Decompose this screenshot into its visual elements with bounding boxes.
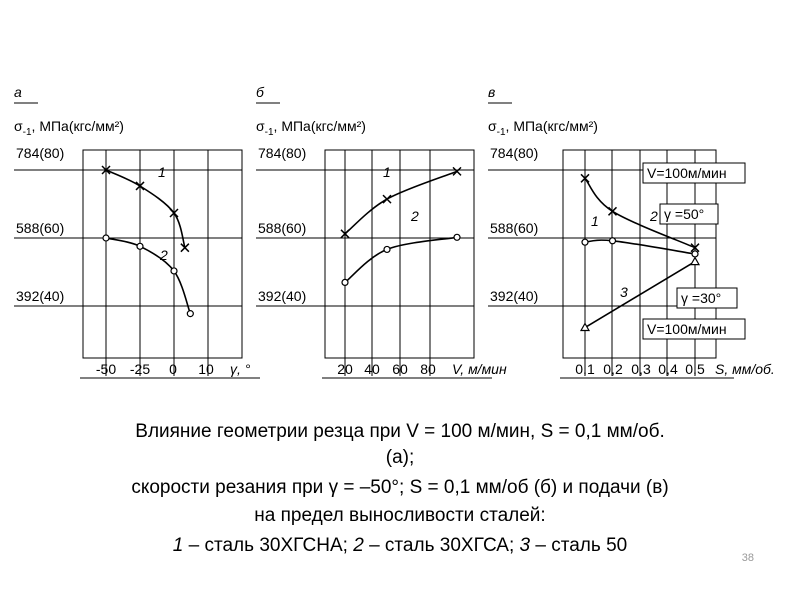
panel-a-ytick-0: 784(80) (16, 145, 64, 161)
panel-v-ytick-0: 784(80) (490, 145, 538, 161)
panel-a-series-1-point-3 (180, 243, 190, 253)
panel-v-xlabel: S, мм/об. (715, 361, 775, 377)
panel-a-ylabel: σ-1, МПа(кгс/мм²) (14, 118, 124, 138)
panel-v-annotation-2: γ =30° (681, 290, 721, 306)
panel-v-ytick-1: 588(60) (490, 220, 538, 236)
panel-b-ytick-2: 392(40) (258, 288, 306, 304)
panel-v-series-2-point-0 (581, 238, 589, 246)
panel-v-series-1-label: 1 (591, 213, 599, 229)
panel-b-ytick-0: 784(80) (258, 145, 306, 161)
panel-b-xtick-0: 20 (337, 361, 353, 377)
panel-a-xtick-2: 0 (169, 361, 177, 377)
panel-b-series-1-point-1 (382, 194, 392, 204)
panel-v-series-3-point-0 (579, 322, 591, 332)
panel-a-series-1-point-0 (101, 165, 111, 175)
panel-v-xtick-4: 0,5 (685, 361, 705, 377)
panel-a-series-2-line (105, 237, 192, 314)
panel-v-series-3-point-1 (689, 256, 701, 266)
panel-a-series-1-point-1 (135, 181, 145, 191)
caption-steel-1-text: – сталь 30ХГСНА; (183, 535, 354, 556)
panel-v-annotation-3: V=100м/мин (647, 321, 727, 337)
panel-a-series-2-point-2 (170, 267, 178, 275)
panel-v-xtick-1: 0,2 (603, 361, 623, 377)
panel-b-series-1-label: 1 (383, 164, 391, 180)
panel-b-series-1-point-2 (452, 166, 462, 176)
panel-v-annotation-box-0 (642, 162, 746, 184)
caption-steel-3-text: – сталь 50 (530, 535, 628, 556)
panel-b-series-1-line (344, 170, 458, 235)
panel-v-series-3-label: 3 (620, 284, 628, 300)
caption-line-5: 1 – сталь 30ХГСНА; 2 – сталь 30ХГСА; 3 –… (0, 534, 800, 557)
panel-v-series-2-label: 2 (649, 208, 658, 224)
panel-v-series-1-point-2 (690, 243, 700, 253)
panel-b-series-2-line (344, 236, 458, 284)
panel-b-ylabel: σ-1, МПа(кгс/мм²) (256, 118, 366, 138)
panel-b-xtick-3: 80 (420, 361, 436, 377)
panel-v-annotation-0: V=100м/мин (647, 165, 727, 181)
caption-line-2: (а); (385, 447, 415, 468)
panel-v-series-2-point-1 (608, 237, 617, 245)
panel-b-xtick-1: 40 (364, 361, 380, 377)
panel-v-annotation-1: γ =50° (664, 206, 704, 222)
panel-a-series-2-label: 2 (159, 247, 168, 263)
panel-v-series-1-point-0 (580, 173, 590, 183)
panel-v-xtick-2: 0,3 (631, 361, 651, 377)
panel-a-series-2-point-1 (136, 242, 144, 250)
panel-v-ylabel: σ-1, МПа(кгс/мм²) (488, 118, 598, 138)
panel-b-xtick-2: 60 (392, 361, 408, 377)
panel-a-ytick-2: 392(40) (16, 288, 64, 304)
panel-v-annotation-box-2 (676, 287, 738, 309)
caption-steel-3-number: 3 (519, 535, 531, 556)
panel-a-series-1-label: 1 (158, 164, 166, 180)
panel-v-xtick-3: 0,4 (658, 361, 678, 377)
panel-a-series-1-line (105, 169, 186, 248)
panel-v-annotation-box-1 (659, 203, 719, 225)
caption-steel-2-text: – сталь 30ХГСА; (363, 535, 520, 556)
panel-b-series-1-point-0 (340, 229, 350, 239)
panel-v-annotation-box-3 (642, 318, 746, 340)
panel-a-xlabel: γ, ° (230, 361, 251, 377)
panel-b-xlabel: V, м/мин (452, 361, 507, 377)
page-number: 38 (741, 552, 754, 564)
panel-a-frame (82, 149, 243, 359)
panel-v-xtick-0: 0,1 (575, 361, 595, 377)
panel-a-ytick-1: 588(60) (16, 220, 64, 236)
panel-b-series-2-point-2 (453, 233, 461, 241)
panel-a-xtick-1: -25 (130, 361, 150, 377)
panel-v-series-2-point-2 (691, 250, 699, 258)
panel-v-series-1-point-1 (607, 206, 618, 216)
panel-a-xtick-3: 10 (198, 361, 214, 377)
panel-a-series-2-point-0 (102, 234, 110, 242)
caption-line-1: Влияние геометрии резца при V = 100 м/ми… (135, 421, 665, 442)
panel-b-label: б (256, 84, 265, 100)
panel-v-ytick-2: 392(40) (490, 288, 538, 304)
panel-v-series-3-line (584, 260, 696, 329)
caption-line-3: скорости резания при γ = –50°; S = 0,1 м… (131, 477, 669, 498)
panel-b-series-2-point-0 (341, 278, 349, 287)
caption-steel-2-number: 2 (353, 535, 364, 556)
panel-a-label: а (14, 84, 22, 100)
panel-a-series-1-point-2 (169, 208, 179, 218)
caption-line-4: на предел выносливости сталей: (254, 505, 546, 526)
panel-b-series-2-label: 2 (410, 208, 419, 224)
panel-b-series-2-point-1 (383, 245, 391, 254)
panel-v-label: в (488, 84, 495, 100)
panel-b-ytick-1: 588(60) (258, 220, 306, 236)
panel-a-xtick-0: -50 (96, 361, 116, 377)
panel-a-series-2-point-3 (186, 310, 194, 318)
caption-steel-1-number: 1 (172, 535, 184, 556)
